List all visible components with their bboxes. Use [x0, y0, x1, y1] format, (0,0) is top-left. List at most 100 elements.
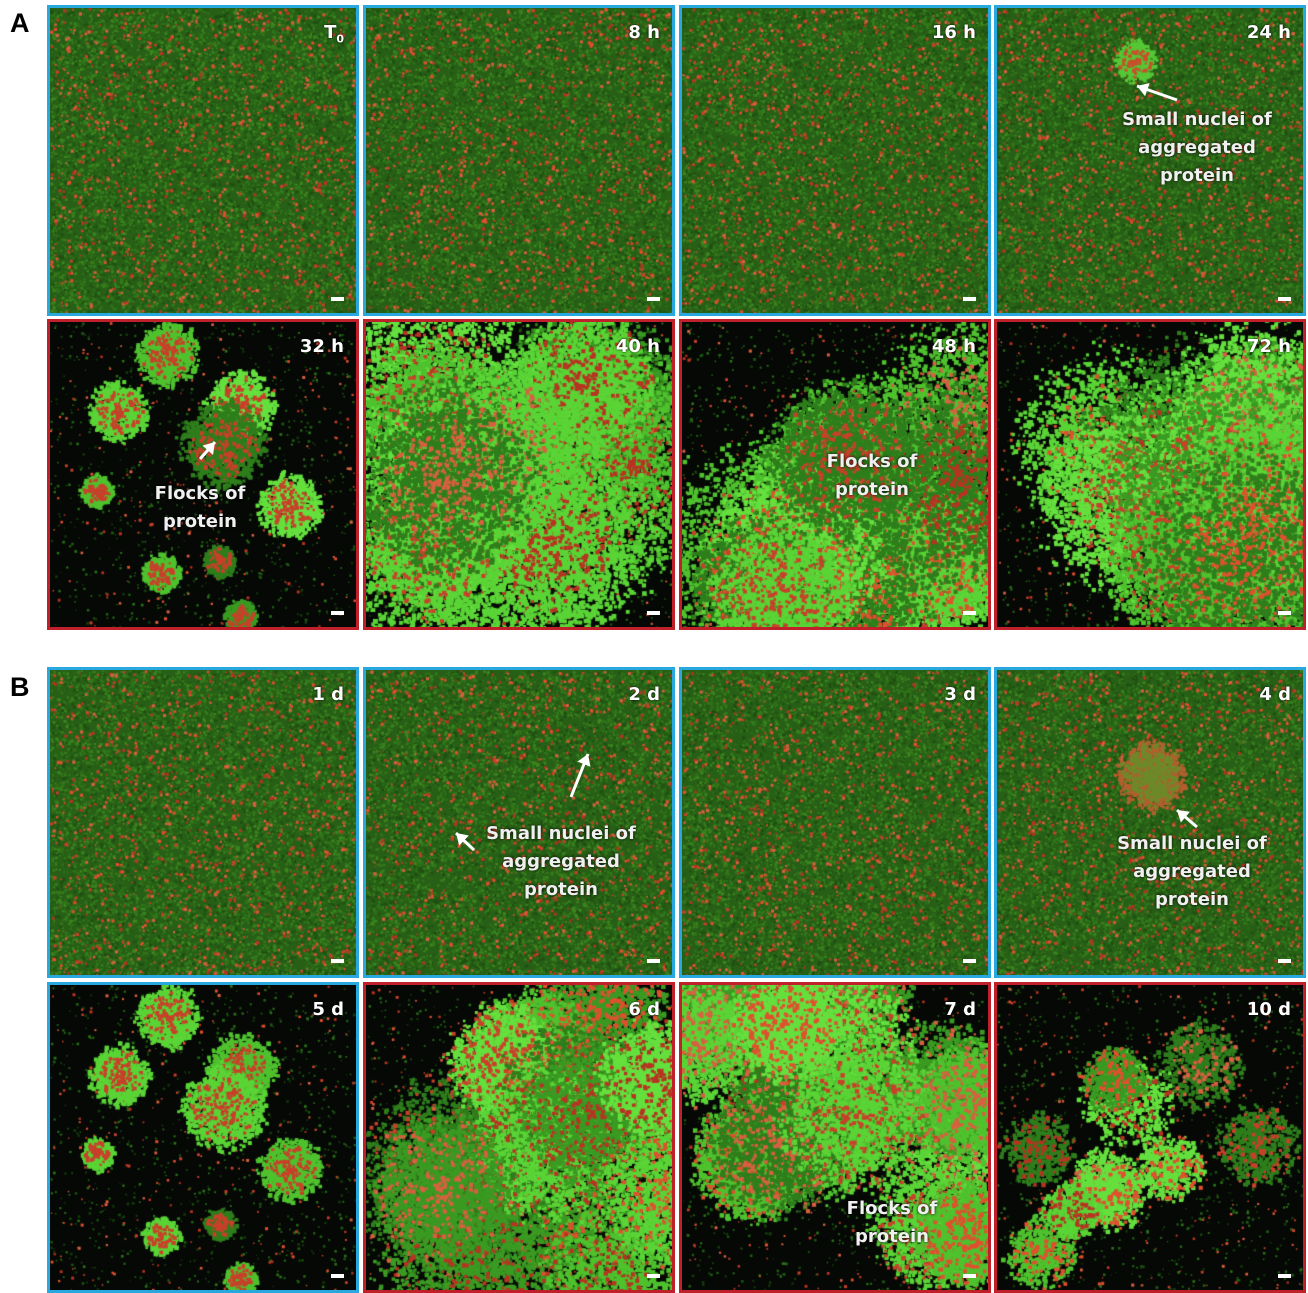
time-label: 8 h [628, 22, 660, 43]
scale-bar [1278, 611, 1291, 615]
time-label: 40 h [616, 336, 660, 357]
annotation-line: protein [1160, 165, 1234, 186]
time-label-text: 3 d [944, 684, 976, 705]
time-label: 24 h [1247, 22, 1291, 43]
micrograph-image [50, 670, 356, 975]
time-label-text: 5 d [312, 999, 344, 1020]
annotation-label: Flocks of protein [792, 448, 952, 504]
annotation-line: protein [1155, 889, 1229, 910]
time-label: 3 d [944, 684, 976, 705]
micrograph-image [997, 985, 1303, 1290]
scale-bar [331, 959, 344, 963]
scale-bar [963, 1274, 976, 1278]
micrograph-panel: 32 h Flocks of protein [47, 319, 359, 630]
arrow-icon [198, 441, 217, 460]
time-label: 48 h [932, 336, 976, 357]
time-label: 1 d [312, 684, 344, 705]
time-label-text: T [324, 22, 337, 43]
time-label-text: 6 d [628, 999, 660, 1020]
micrograph-panel: 4 d Small nuclei of aggregated protein [994, 667, 1306, 978]
scale-bar [963, 959, 976, 963]
time-label: 5 d [312, 999, 344, 1020]
time-label-text: 8 h [628, 22, 660, 43]
micrograph-panel: 3 d [679, 667, 991, 978]
time-label-text: 24 h [1246, 22, 1291, 43]
micrograph-panel: 6 d [363, 982, 675, 1293]
time-label: 16 h [932, 22, 976, 43]
micrograph-panel: 40 h [363, 319, 675, 630]
annotation-line: protein [524, 879, 598, 900]
scale-bar [963, 611, 976, 615]
scale-bar [647, 1274, 660, 1278]
micrograph-panel: 10 d [994, 982, 1306, 1293]
annotation-line: protein [835, 479, 909, 500]
micrograph-image [50, 985, 356, 1290]
section-label-a: A [10, 8, 30, 38]
micrograph-panel: 16 h [679, 5, 991, 316]
annotation-line: aggregated [502, 851, 620, 872]
time-label: 72 h [1247, 336, 1291, 357]
section-label-b: B [10, 672, 30, 702]
annotation-label: Flocks of protein [120, 480, 280, 536]
micrograph-image [366, 8, 672, 313]
micrograph-panel: 8 h [363, 5, 675, 316]
time-label-text: 40 h [615, 336, 660, 357]
annotation-line: Small nuclei of [1117, 833, 1267, 854]
arrow-icon [1176, 808, 1198, 829]
annotation-line: protein [163, 511, 237, 532]
micrograph-panel: 72 h [994, 319, 1306, 630]
annotation-line: Small nuclei of [486, 823, 636, 844]
time-label-text: 2 d [628, 684, 660, 705]
micrograph-panel: 5 d [47, 982, 359, 1293]
micrograph-image [366, 670, 672, 975]
micrograph-image [997, 8, 1303, 313]
micrograph-panel: 2 d Small nuclei of aggregated protein [363, 667, 675, 978]
micrograph-panel: 1 d [47, 667, 359, 978]
micrograph-image [682, 670, 988, 975]
time-label-text: 1 d [312, 684, 344, 705]
annotation-label: Small nuclei of aggregated protein [1097, 830, 1287, 914]
scale-bar [331, 611, 344, 615]
annotation-line: Flocks of [154, 483, 246, 504]
annotation-label: Flocks of protein [812, 1195, 972, 1251]
annotation-line: aggregated [1133, 861, 1251, 882]
micrograph-panel: 7 d Flocks of protein [679, 982, 991, 1293]
scale-bar [1278, 959, 1291, 963]
arrow-icon [1136, 83, 1178, 102]
annotation-line: aggregated [1138, 137, 1256, 158]
scale-bar [331, 1274, 344, 1278]
scale-bar [647, 959, 660, 963]
micrograph-image [50, 322, 356, 627]
time-label: 4 d [1259, 684, 1291, 705]
micrograph-image [682, 985, 988, 1290]
micrograph-image [366, 985, 672, 1290]
micrograph-panel: 48 h Flocks of protein [679, 319, 991, 630]
time-label: 6 d [628, 999, 660, 1020]
micrograph-image [997, 322, 1303, 627]
micrograph-image [50, 8, 356, 313]
annotation-label: Small nuclei of aggregated protein [466, 820, 656, 904]
time-label-text: 10 d [1246, 999, 1291, 1020]
micrograph-image [997, 670, 1303, 975]
micrograph-image [682, 322, 988, 627]
time-label: 2 d [628, 684, 660, 705]
micrograph-panel: 24 h Small nuclei of aggregated protein [994, 5, 1306, 316]
time-label: 10 d [1247, 999, 1291, 1020]
time-label-text: 16 h [931, 22, 976, 43]
annotation-line: Flocks of [846, 1198, 938, 1219]
time-label: 32 h [300, 336, 344, 357]
micrograph-panel: T0 [47, 5, 359, 316]
time-label: T0 [324, 22, 344, 46]
time-label-text: 32 h [299, 336, 344, 357]
time-label-text: 4 d [1259, 684, 1291, 705]
time-label-subscript: 0 [336, 32, 344, 46]
scale-bar [1278, 1274, 1291, 1278]
scale-bar [647, 297, 660, 301]
scale-bar [647, 611, 660, 615]
scale-bar [331, 297, 344, 301]
annotation-label: Small nuclei of aggregated protein [1107, 106, 1287, 190]
arrow-icon [569, 753, 591, 798]
micrograph-image [366, 322, 672, 627]
micrograph-image [682, 8, 988, 313]
scale-bar [963, 297, 976, 301]
